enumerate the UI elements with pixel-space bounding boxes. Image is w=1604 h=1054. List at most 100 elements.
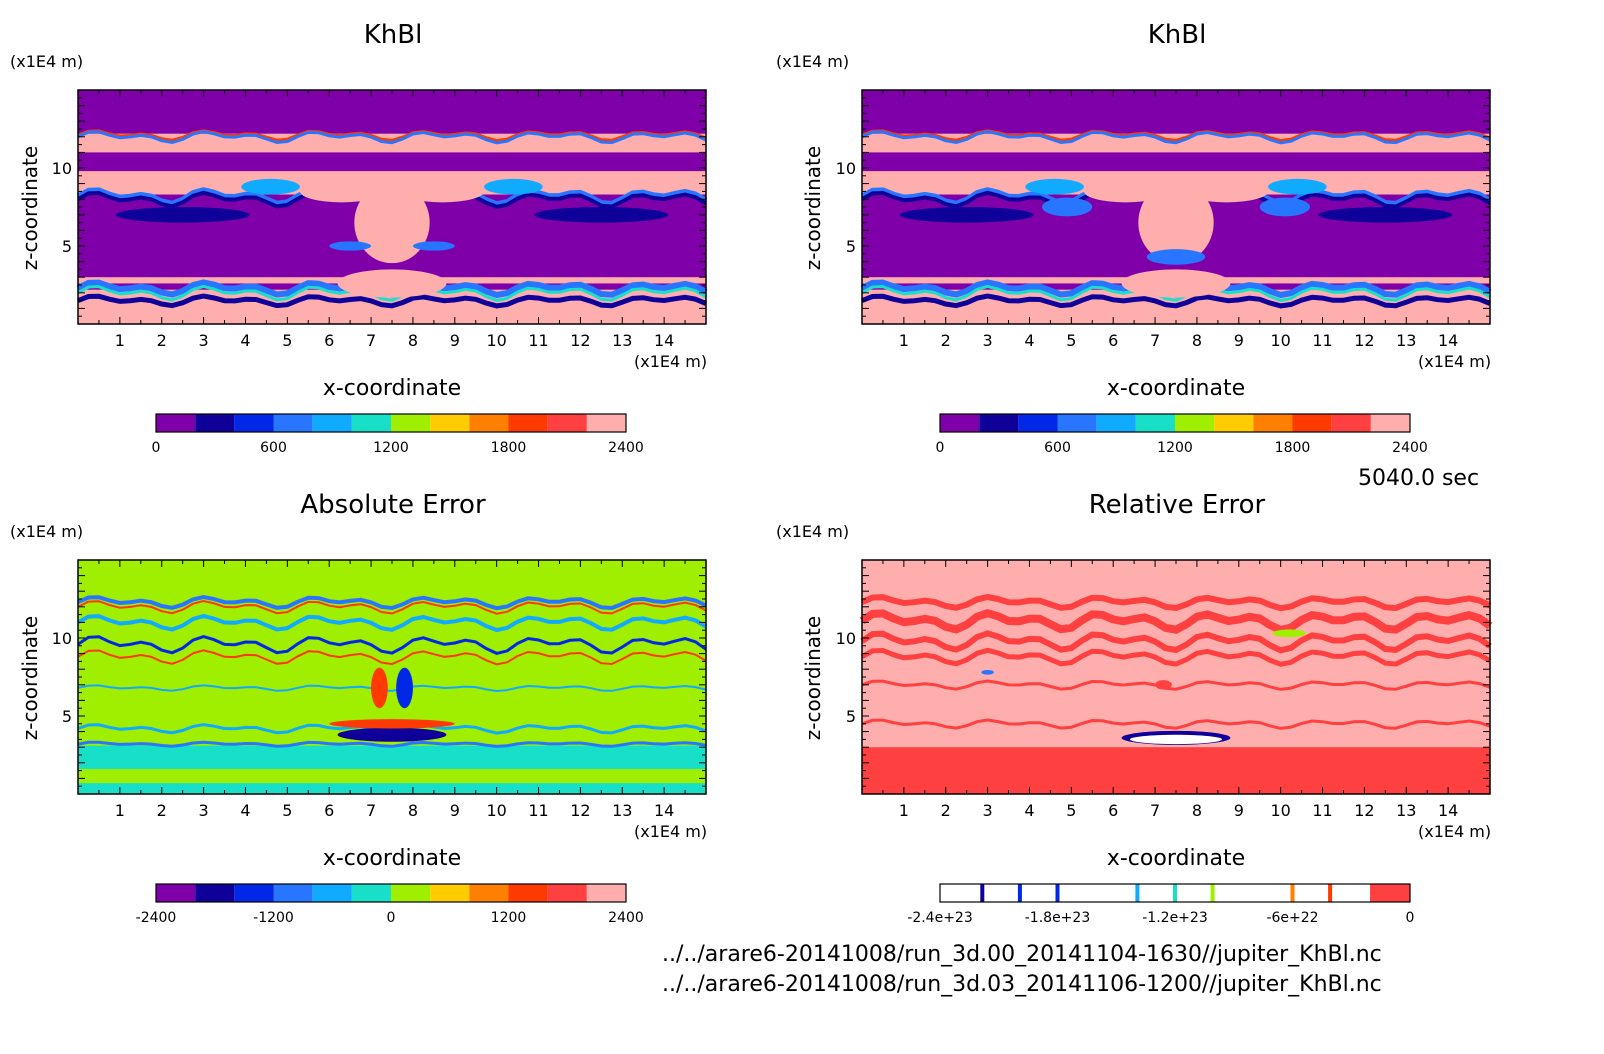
x-unit-label: (x1E4 m) [1418, 352, 1492, 371]
colorbar-segment [1135, 884, 1140, 902]
contour-line [861, 718, 1491, 730]
colorbar-frame [155, 413, 627, 433]
x-tick-label: 2 [157, 331, 167, 350]
plume-base [337, 269, 447, 298]
y-unit-label: (x1E4 m) [776, 522, 850, 541]
x-tick-label: 6 [324, 801, 334, 820]
colorbar-segment [1290, 884, 1295, 902]
colorbar-tick-label: 600 [260, 440, 287, 456]
colorbar-frame [939, 413, 1411, 433]
x-axis-label: x-coordinate [1106, 376, 1246, 401]
colorbar-segment [1017, 884, 1022, 902]
y-tick-label: 10 [52, 159, 72, 178]
x-axis-label: x-coordinate [322, 846, 462, 871]
colorbar-tick-label: 600 [1044, 440, 1071, 456]
x-tick-label: 5 [1066, 801, 1076, 820]
x-tick-label: 1 [115, 801, 125, 820]
contour-line [861, 130, 1491, 145]
x-tick-label: 10 [486, 331, 506, 350]
error-blob [1272, 629, 1306, 638]
x-tick-label: 1 [899, 331, 909, 350]
x-tick-label: 10 [1270, 331, 1290, 350]
colorbar-segment [351, 414, 391, 432]
contour-line [860, 593, 1492, 612]
y-unit-label: (x1E4 m) [776, 52, 850, 71]
contour-line [859, 609, 1493, 635]
x-tick-label: 7 [1150, 801, 1160, 820]
x-tick-label: 1 [115, 331, 125, 350]
x-tick-label: 13 [1396, 801, 1416, 820]
colorbar-segment [1018, 414, 1058, 432]
x-tick-label: 7 [366, 331, 376, 350]
colorbar-segment [1135, 414, 1175, 432]
colorbar-segment [234, 884, 274, 902]
x-tick-label: 2 [157, 801, 167, 820]
contour-line [861, 679, 1491, 691]
x-tick-label: 2 [941, 801, 951, 820]
plume-arm [400, 180, 485, 203]
x-unit-label: (x1E4 m) [1418, 822, 1492, 841]
colorbar-segment [156, 414, 196, 432]
x-tick-label: 14 [654, 801, 674, 820]
contour-line [861, 129, 1491, 143]
x-tick-label: 6 [324, 331, 334, 350]
colorbar-segment [391, 884, 431, 902]
x-tick-label: 9 [1234, 801, 1244, 820]
contour-line [77, 635, 707, 655]
colorbar-segment [391, 414, 431, 432]
colorbar-frame [155, 883, 627, 903]
colorbar-tick-label: -1.8e+23 [1025, 910, 1090, 926]
colorbar-tick-label: 1200 [1157, 440, 1193, 456]
y-tick-label: 5 [846, 707, 856, 726]
eddy [1025, 178, 1084, 195]
colorbar-tick-label: 0 [1406, 910, 1415, 926]
plume-arm [299, 180, 384, 203]
colorbar-segment [980, 884, 985, 902]
x-tick-label: 13 [1396, 331, 1416, 350]
contour-line [77, 293, 707, 309]
y-axis-label: z-coordinate [801, 615, 825, 741]
colorbar-segment [1292, 414, 1332, 432]
y-tick-label: 10 [52, 629, 72, 648]
colorbar-segment [312, 414, 352, 432]
error-blob [396, 667, 413, 709]
contour-line [861, 284, 1491, 302]
x-unit-label: (x1E4 m) [634, 352, 708, 371]
colorbar-segment [1253, 414, 1293, 432]
x-tick-label: 4 [240, 801, 250, 820]
x-tick-label: 9 [450, 801, 460, 820]
colorbar-tick-label: 1200 [373, 440, 409, 456]
colorbar-khbl-left: 0 600 1200 1800 2400 [152, 413, 644, 456]
y-tick-label: 5 [62, 707, 72, 726]
eddy [1259, 197, 1310, 217]
x-tick-label: 14 [654, 331, 674, 350]
colorbar-segment [430, 884, 470, 902]
colorbar-segment [1214, 414, 1254, 432]
x-tick-label: 8 [408, 331, 418, 350]
x-tick-label: 11 [528, 801, 548, 820]
eddy [534, 207, 669, 223]
x-tick-label: 6 [1108, 331, 1118, 350]
contour-line [77, 613, 708, 633]
y-unit-label: (x1E4 m) [10, 522, 84, 541]
plume-arm [1083, 180, 1168, 203]
x-tick-label: 9 [450, 331, 460, 350]
eddy [899, 207, 1034, 223]
colorbar-segment [1096, 414, 1136, 432]
eddy [115, 207, 250, 223]
file-path-1: ../../arare6-20141008/run_3d.00_20141104… [662, 942, 1382, 967]
contour-line [77, 594, 707, 611]
colorbar-tick-label: 0 [936, 440, 945, 456]
x-tick-label: 12 [570, 331, 590, 350]
colorbar-segment [234, 414, 274, 432]
colorbar-khbl-right: 0 600 1200 1800 2400 [936, 413, 1428, 456]
x-tick-label: 11 [1312, 331, 1332, 350]
x-tick-label: 4 [240, 331, 250, 350]
x-tick-label: 3 [983, 331, 993, 350]
y-unit-label: (x1E4 m) [10, 52, 84, 71]
contour-line [860, 647, 1492, 667]
colorbar-tick-label: 2400 [608, 910, 644, 926]
x-tick-label: 3 [199, 331, 209, 350]
contour-line [77, 684, 707, 693]
